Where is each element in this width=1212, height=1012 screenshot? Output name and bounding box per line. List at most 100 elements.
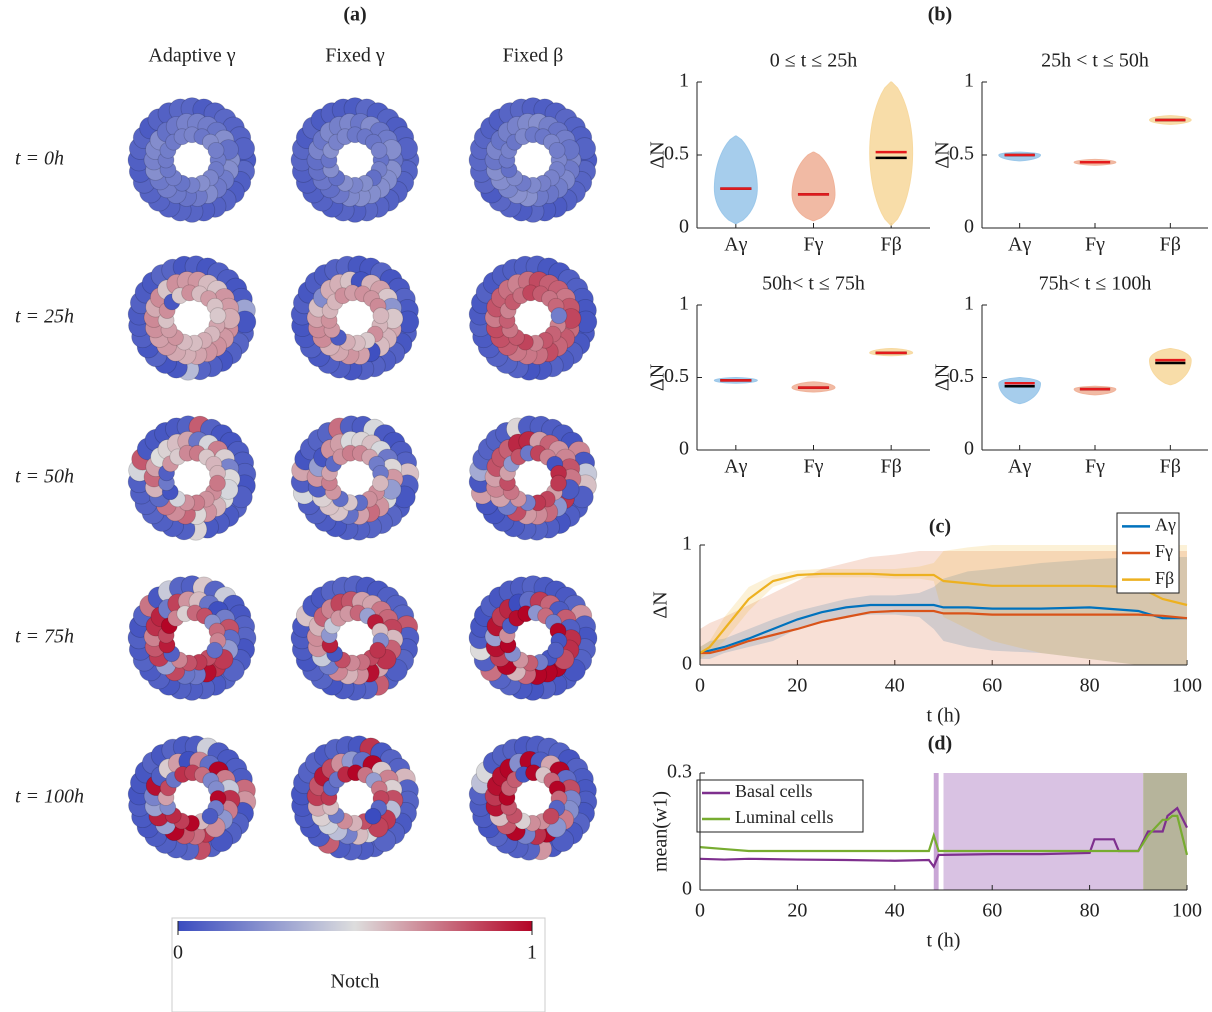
y-tick-label: 1 — [679, 70, 689, 92]
x-axis-label: t (h) — [927, 930, 961, 952]
x-tick-label: Fβ — [1160, 456, 1181, 478]
x-tick-label: Fγ — [804, 456, 824, 478]
x-tick-label: Fβ — [881, 234, 902, 256]
lumen — [176, 782, 208, 814]
lumen — [339, 144, 371, 176]
lumen — [517, 302, 549, 334]
x-tick-label: Fγ — [1085, 234, 1105, 256]
cell — [549, 142, 565, 158]
panel-label: (b) — [928, 4, 952, 26]
cell — [207, 642, 223, 658]
lumen — [517, 462, 549, 494]
y-tick-label: 1 — [964, 293, 974, 315]
violin — [1074, 386, 1116, 395]
x-tick-label: Aγ — [724, 456, 747, 478]
y-tick-label: 0 — [679, 216, 689, 238]
legend-label: Luminal cells — [735, 807, 833, 827]
x-tick-label: Fβ — [881, 456, 902, 478]
lumen — [517, 622, 549, 654]
cell — [209, 475, 225, 491]
chart-title: 75h< t ≤ 100h — [1039, 273, 1152, 295]
cell — [551, 308, 567, 324]
row-label: t = 100h — [15, 786, 84, 808]
x-tick-label: 0 — [695, 675, 705, 697]
y-tick-label: 1 — [679, 293, 689, 315]
row-label: t = 50h — [15, 466, 74, 488]
column-header: Fixed β — [503, 45, 564, 67]
x-tick-label: Fγ — [1085, 456, 1105, 478]
y-tick-label: 0.5 — [664, 365, 689, 387]
x-tick-label: 100 — [1172, 675, 1202, 697]
legend-label: Fγ — [1155, 541, 1173, 561]
row-label: t = 75h — [15, 626, 74, 648]
x-tick-label: Aγ — [1008, 456, 1031, 478]
lumen — [339, 782, 371, 814]
legend-label: Fβ — [1155, 568, 1174, 588]
panel-label: (a) — [343, 4, 366, 26]
x-tick-label: Aγ — [724, 234, 747, 256]
violin — [792, 152, 835, 221]
x-tick-label: Fβ — [1160, 234, 1181, 256]
violin — [999, 152, 1041, 161]
x-tick-label: 100 — [1172, 900, 1202, 922]
x-tick-label: 60 — [982, 900, 1002, 922]
x-tick-label: 40 — [885, 675, 905, 697]
y-tick-label: 1 — [682, 533, 692, 555]
cell — [202, 808, 218, 824]
colorbar-tick-label: 1 — [527, 942, 537, 964]
y-axis-label: ΔN — [650, 591, 672, 618]
x-tick-label: 0 — [695, 900, 705, 922]
cell — [365, 808, 381, 824]
cell — [373, 308, 389, 324]
row-label: t = 25h — [15, 306, 74, 328]
chart-title: 0 ≤ t ≤ 25h — [770, 50, 858, 72]
y-tick-label: 0.3 — [667, 761, 692, 783]
x-tick-label: 40 — [885, 900, 905, 922]
cell — [210, 308, 226, 324]
shaded-region — [934, 773, 939, 890]
lumen — [176, 462, 208, 494]
x-tick-label: 20 — [787, 675, 807, 697]
x-tick-label: 20 — [787, 900, 807, 922]
y-tick-label: 0.5 — [664, 143, 689, 165]
violin — [870, 82, 913, 225]
y-tick-label: 0 — [964, 438, 974, 460]
y-tick-label: 0.5 — [949, 143, 974, 165]
y-tick-label: 1 — [964, 70, 974, 92]
legend-label: Aγ — [1155, 514, 1176, 534]
y-tick-label: 0 — [679, 438, 689, 460]
colorbar-tick-label: 0 — [173, 942, 183, 964]
y-tick-label: 0 — [682, 653, 692, 675]
x-tick-label: 60 — [982, 675, 1002, 697]
colorbar-frame — [172, 918, 545, 1012]
x-tick-label: Fγ — [804, 234, 824, 256]
colorbar — [178, 921, 532, 931]
x-axis-label: t (h) — [927, 705, 961, 727]
y-tick-label: 0 — [964, 216, 974, 238]
x-tick-label: Aγ — [1008, 234, 1031, 256]
cell — [548, 642, 564, 658]
shaded-region — [944, 773, 1144, 890]
column-header: Adaptive γ — [148, 45, 235, 67]
lumen — [176, 144, 208, 176]
lumen — [339, 302, 371, 334]
violin — [1149, 349, 1191, 385]
chart-title: 50h< t ≤ 75h — [762, 273, 865, 295]
cell — [543, 808, 559, 824]
y-tick-label: 0 — [682, 878, 692, 900]
cell — [550, 475, 566, 491]
chart-title: 25h < t ≤ 50h — [1041, 50, 1149, 72]
lumen — [517, 782, 549, 814]
lumen — [339, 622, 371, 654]
y-axis-label: mean(w1) — [650, 791, 672, 872]
row-label: t = 0h — [15, 148, 64, 170]
x-tick-label: 80 — [1080, 900, 1100, 922]
cell — [372, 475, 388, 491]
figure: (a)Adaptive γFixed γFixed βt = 0ht = 25h… — [0, 0, 1212, 1012]
cell — [370, 642, 386, 658]
lumen — [176, 302, 208, 334]
lumen — [339, 462, 371, 494]
cell — [371, 142, 387, 158]
violin — [999, 378, 1041, 404]
y-tick-label: 0.5 — [949, 365, 974, 387]
